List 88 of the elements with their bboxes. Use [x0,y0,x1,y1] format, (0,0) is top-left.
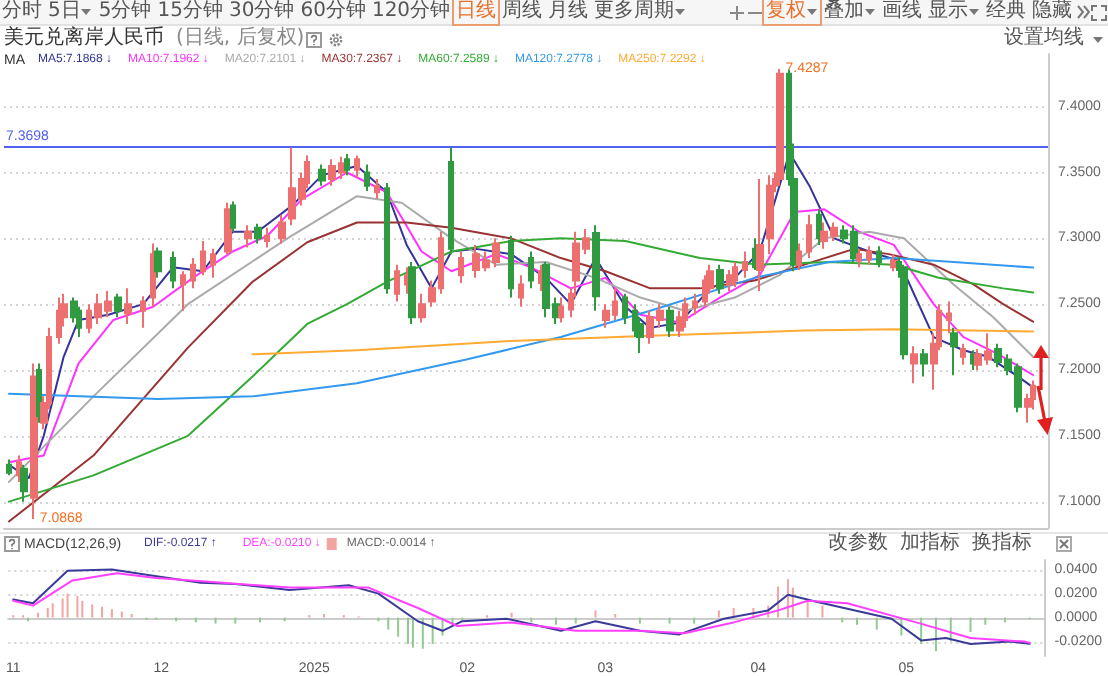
candlestick [254,222,262,245]
text: 60分钟 [298,0,368,24]
candlestick [200,239,206,277]
candlestick [518,274,524,308]
candlestick [910,345,918,385]
text: 显示 [926,0,970,24]
candlestick [344,153,350,177]
text: 设置均线 [1004,25,1084,49]
text: 叠加 [822,0,866,24]
candlestick [264,226,270,249]
text: 画线 [880,0,924,24]
candlestick [692,292,698,316]
candlestick [856,247,862,269]
text: 改参数 [828,532,888,556]
candlestick [404,266,410,295]
chart-subtitle: (日线, 后复权) [176,25,305,49]
candlestick [716,263,724,295]
candlestick [354,154,360,179]
candlestick [20,463,28,503]
candlestick [36,362,42,424]
candlestick [766,174,774,256]
text: 更多周期 [592,0,677,24]
candlestick [364,163,370,192]
text: 30分钟 [226,0,297,24]
candlestick [408,261,416,325]
candlestick [960,342,966,366]
candlestick [946,300,952,335]
candlestick [682,296,688,329]
candlestick [796,242,802,271]
candlestick [732,261,738,289]
candlestick [592,224,600,312]
candlestick [448,146,454,256]
candlestick [394,263,400,303]
candlestick [114,292,122,319]
candlestick [180,270,186,312]
candlestick [776,67,784,187]
text: 复权 [764,0,820,24]
chart-title: 美元兑离岸人民币 [4,25,164,49]
candlestick [458,250,464,285]
text: 15分钟 [155,0,225,24]
candlestick [318,163,326,187]
text: 分时 [0,0,44,24]
candlestick [150,242,156,308]
candlestick [806,213,812,260]
candlestick [866,245,872,266]
candlestick [154,246,162,279]
text: 隐藏 [1030,0,1074,24]
candlestick [278,213,286,245]
text: 周线 [500,0,545,24]
text: 加指标 [900,532,960,556]
candlestick [950,326,958,377]
candlestick [56,296,62,345]
candlestick [170,250,176,290]
text: 120分钟 [369,0,453,24]
candlestick [124,287,132,325]
candlestick [900,263,908,361]
candlestick [224,201,232,256]
text: 月线 [546,0,591,24]
candlestick [558,296,564,324]
candlestick [622,292,628,325]
candlestick [920,347,928,378]
text: 经典 [984,0,1028,24]
candlestick [528,250,534,290]
text: 日线 [454,0,499,24]
line-series [251,328,1035,356]
candlestick [384,182,390,295]
text: 换指标 [972,532,1032,556]
candlestick [244,224,252,249]
text: 5分钟 [96,0,154,24]
candlestick [210,247,216,279]
candlestick [876,245,882,269]
candlestick [726,268,734,292]
candlestick [890,253,898,273]
text: 5日 [46,0,83,24]
line-series [7,257,1035,400]
candlestick [230,200,236,233]
candlestick [6,458,12,477]
candlestick [190,257,196,290]
candlestick [816,208,822,246]
candlestick [508,234,514,299]
candlestick [418,292,426,324]
candlestick [140,295,146,329]
candlestick [76,305,82,339]
candlestick [374,178,380,200]
candlestick [666,305,674,339]
candlestick [756,178,764,292]
candlestick [742,250,748,279]
candlestick [16,454,22,483]
